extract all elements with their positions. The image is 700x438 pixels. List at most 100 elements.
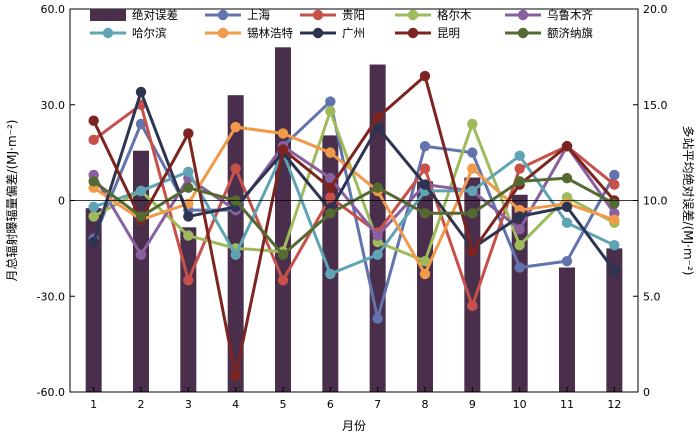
series-point-5-3 xyxy=(183,166,194,177)
series-point-7-10 xyxy=(514,211,525,222)
line-layer xyxy=(88,70,620,382)
series-line-6 xyxy=(92,125,615,276)
series-point-7-12 xyxy=(609,265,620,276)
legend-item-6: 哈尔滨 xyxy=(90,26,167,40)
legend-label: 昆明 xyxy=(437,26,460,40)
series-point-9-7 xyxy=(372,182,383,193)
legend-swatch-marker xyxy=(517,9,529,21)
legend-swatch-marker xyxy=(407,9,419,21)
legend-label: 哈尔滨 xyxy=(132,26,167,40)
legend-item-4: 格尔木 xyxy=(395,8,472,22)
series-point-1-10 xyxy=(514,262,525,273)
legend-label: 格尔木 xyxy=(437,8,472,22)
series-point-2-3 xyxy=(183,275,194,286)
x-tick-label: 8 xyxy=(422,398,429,411)
series-point-7-8 xyxy=(419,179,431,190)
series-point-5-4 xyxy=(230,249,241,260)
series-point-5-2 xyxy=(135,185,147,197)
y-right-tick-label: 0 xyxy=(643,386,650,399)
series-point-8-1 xyxy=(88,115,99,126)
x-tick-label: 3 xyxy=(185,398,192,411)
series-point-3-1 xyxy=(88,211,99,222)
y-right-tick-label: 10.0 xyxy=(643,195,668,208)
x-tick-label: 5 xyxy=(280,398,287,411)
series-point-1-8 xyxy=(419,141,431,152)
series-point-5-1 xyxy=(88,201,99,213)
y-left-tick-label: -30.0 xyxy=(37,290,65,303)
x-tick-label: 4 xyxy=(232,398,239,411)
series-point-8-8 xyxy=(419,70,431,82)
x-tick-label: 9 xyxy=(469,398,476,411)
series-point-5-12 xyxy=(609,239,620,251)
legend-swatch-marker xyxy=(407,27,419,39)
series-point-3-10 xyxy=(514,239,525,251)
series-point-2-12 xyxy=(609,179,620,190)
series-point-2-6 xyxy=(325,192,336,203)
series-point-8-5 xyxy=(277,144,289,155)
series-point-8-9 xyxy=(467,246,478,257)
y-left-tick-label: 60.0 xyxy=(41,3,66,16)
x-tick-label: 12 xyxy=(607,398,621,411)
series-point-1-9 xyxy=(467,147,478,158)
series-point-3-8 xyxy=(419,255,431,267)
series-point-9-3 xyxy=(183,182,194,193)
legend-label: 贵阳 xyxy=(342,8,365,22)
legend-swatch-marker xyxy=(517,27,529,39)
bar-layer xyxy=(85,47,623,393)
series-point-6-8 xyxy=(419,268,431,280)
series-point-4-6 xyxy=(325,172,336,184)
x-axis-title: 月份 xyxy=(342,419,366,433)
legend-item-10: 额济纳旗 xyxy=(505,26,593,40)
y-left-tick-label: -60.0 xyxy=(37,386,65,399)
series-line-7 xyxy=(92,90,616,272)
legend-item-9: 昆明 xyxy=(395,26,460,40)
series-point-7-2 xyxy=(135,86,147,98)
series-point-9-6 xyxy=(325,208,336,219)
y-left-tick-label: 30.0 xyxy=(41,99,66,112)
x-tick-label: 2 xyxy=(138,398,145,411)
legend-swatch-marker xyxy=(102,27,114,39)
series-point-2-10 xyxy=(514,163,525,174)
series-point-6-9 xyxy=(467,163,478,174)
series-point-8-11 xyxy=(561,141,573,152)
series-point-6-12 xyxy=(609,214,620,225)
series-point-8-3 xyxy=(183,128,194,139)
legend-swatch-marker xyxy=(217,9,229,21)
series-point-5-6 xyxy=(325,268,336,280)
y-right-tick-label: 5.0 xyxy=(643,290,661,303)
series-point-9-9 xyxy=(467,208,478,219)
series-point-7-7 xyxy=(372,121,383,133)
legend-label: 上海 xyxy=(247,8,270,22)
legend-label: 乌鲁木齐 xyxy=(547,8,593,22)
legend-item-5: 乌鲁木齐 xyxy=(505,8,593,22)
x-tick-label: 1 xyxy=(90,398,97,411)
legend-swatch-marker xyxy=(312,9,324,21)
series-point-5-7 xyxy=(372,249,383,260)
legend-label: 广州 xyxy=(342,26,365,40)
series-point-4-10 xyxy=(514,224,525,235)
series-point-9-2 xyxy=(135,211,147,222)
legend-item-3: 贵阳 xyxy=(300,8,365,22)
series-point-9-8 xyxy=(419,208,431,219)
bar-8 xyxy=(417,181,433,392)
y-axis-right-title: 多站平均绝对误差/(MJ·m⁻²) xyxy=(681,126,696,276)
y-right-tick-label: 15.0 xyxy=(643,99,668,112)
series-point-7-11 xyxy=(561,201,573,213)
series-point-3-3 xyxy=(183,230,194,241)
series-8 xyxy=(88,70,620,382)
series-point-5-11 xyxy=(561,217,573,229)
series-point-7-3 xyxy=(183,211,194,222)
bar-11 xyxy=(559,267,575,392)
series-point-9-10 xyxy=(514,176,525,187)
x-tick-label: 7 xyxy=(374,398,381,411)
series-point-8-6 xyxy=(325,182,336,193)
y-left-tick-label: 0 xyxy=(58,195,65,208)
series-point-4-7 xyxy=(372,230,383,241)
series-point-5-10 xyxy=(514,150,525,162)
legend-item-8: 广州 xyxy=(300,26,365,40)
series-point-2-8 xyxy=(419,163,431,174)
series-point-6-4 xyxy=(230,121,241,133)
legend-label: 锡林浩特 xyxy=(247,26,293,40)
